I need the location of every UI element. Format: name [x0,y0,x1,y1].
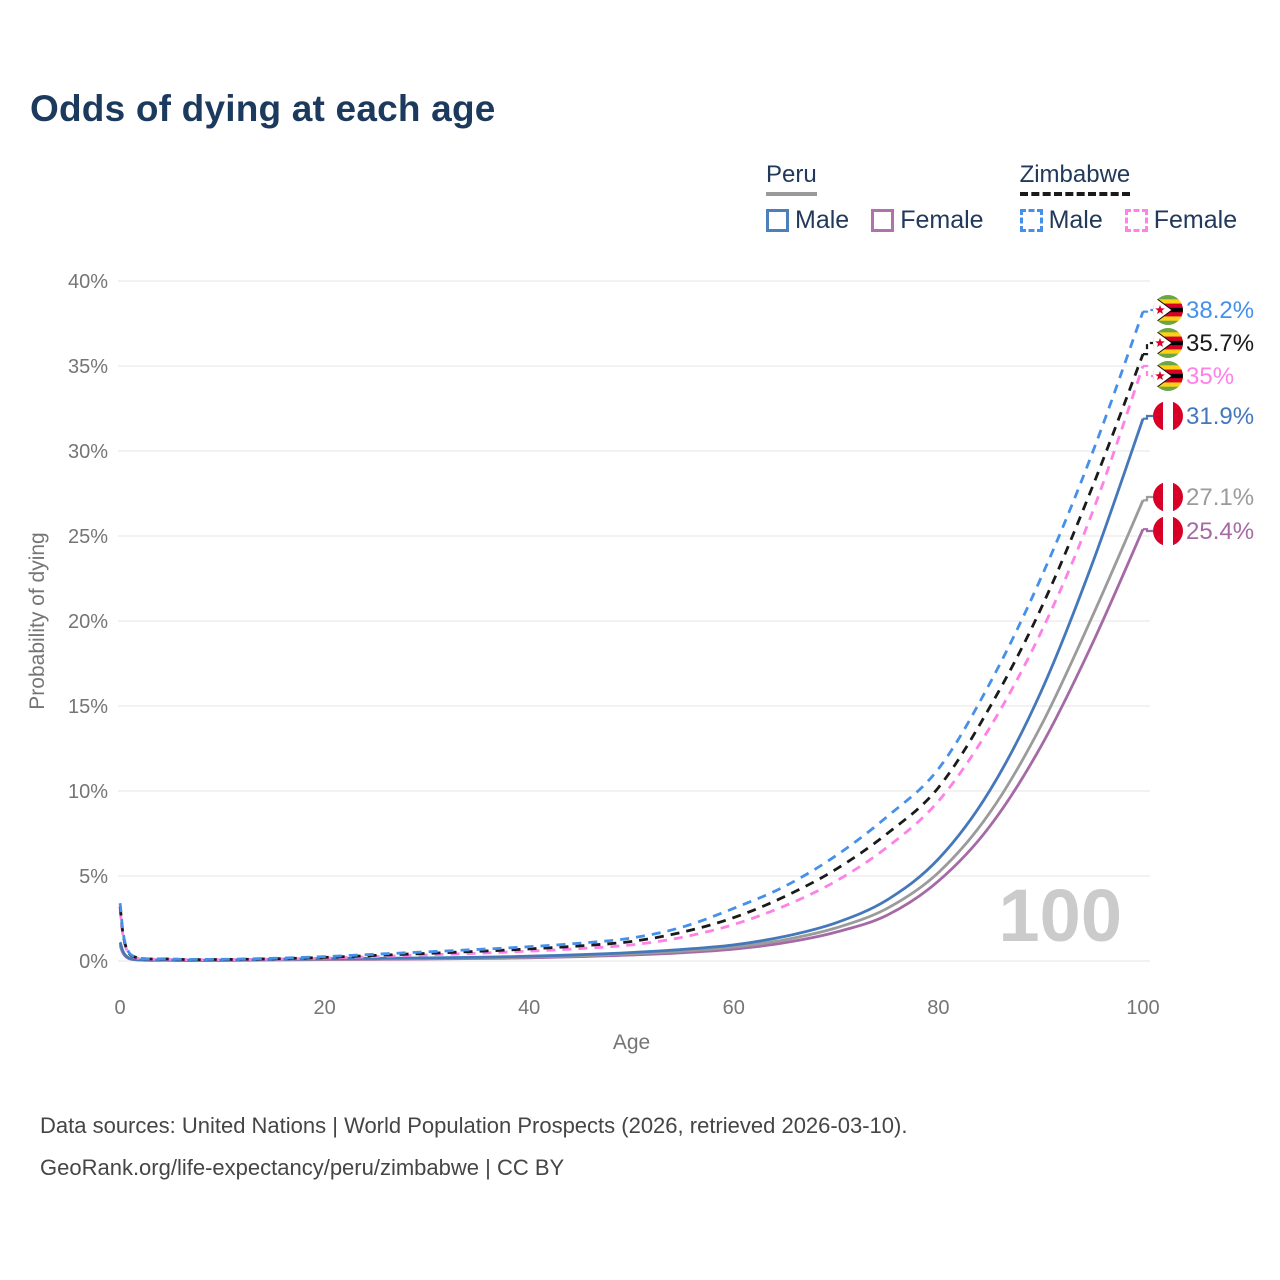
x-tick-label: 100 [1126,997,1159,1019]
x-tick-label: 40 [518,997,540,1019]
y-tick-label: 0% [79,951,108,973]
y-tick-label: 35% [68,356,108,378]
label-leader-line [1143,364,1153,378]
label-leader-line [1143,308,1153,313]
legend-group-zimbabwe: Zimbabwe Male Female [1019,161,1238,235]
y-tick-label: 30% [68,441,108,463]
watermark-age: 100 [999,874,1122,957]
x-tick-label: 0 [114,997,125,1019]
end-value-label-peru-female: 25.4% [1186,518,1254,545]
label-leader-line [1143,414,1153,420]
peru-flag-icon [1153,516,1183,546]
series-line-peru-male[interactable] [118,418,1145,962]
end-value-label-zimbabwe-male: 38.2% [1186,297,1254,324]
end-value-label-zimbabwe-both: 35.7% [1186,330,1254,357]
page-title: Odds of dying at each age [30,88,496,129]
x-axis-title: Age [613,1031,650,1054]
peru-male-swatch-icon [766,209,789,232]
peru-female-swatch-icon [871,209,895,232]
legend-item-zimbabwe-male[interactable]: Male [1019,206,1103,235]
y-tick-label: 20% [68,611,108,633]
zimbabwe-flag-icon [1153,361,1183,391]
attribution-text: GeoRank.org/life-expectancy/peru/zimbabw… [40,1155,565,1180]
legend-item-zimbabwe-female[interactable]: Female [1124,206,1238,235]
data-source-text: Data sources: United Nations | World Pop… [40,1113,908,1138]
y-tick-label: 25% [68,526,108,548]
x-tick-label: 20 [313,997,335,1019]
y-tick-label: 15% [68,696,108,718]
series-line-zimbabwe-female[interactable] [118,365,1145,962]
legend-item-label: Male [795,206,850,234]
label-leader-line [1143,528,1153,533]
legend-item-peru-female[interactable]: Female [871,206,984,235]
peru-flag-icon [1153,482,1183,512]
legend-item-peru-male[interactable]: Male [766,206,849,235]
legend-country-zimbabwe: Zimbabwe [1019,161,1131,196]
x-tick-label: 80 [927,997,949,1019]
legend-item-label: Female [1153,206,1238,234]
label-leader-line [1143,341,1153,356]
zimbabwe-male-swatch-icon [1019,209,1043,232]
y-tick-label: 5% [79,866,108,888]
x-tick-label: 60 [723,997,745,1019]
zimbabwe-flag-icon [1153,328,1183,358]
y-axis-title: Probability of dying [26,532,49,709]
legend-item-label: Female [900,206,984,234]
end-value-label-peru-both: 27.1% [1186,484,1254,511]
end-value-label-peru-male: 31.9% [1186,403,1254,430]
legend-country-peru: Peru [766,161,817,196]
y-tick-label: 40% [68,271,108,293]
peru-flag-icon [1153,401,1183,431]
series-line-zimbabwe-both[interactable] [118,353,1145,961]
series-line-peru-female[interactable] [118,528,1145,962]
legend-group-peru: Peru Male Female [766,161,984,235]
legend-item-label: Male [1048,206,1103,234]
label-leader-line [1143,495,1153,502]
zimbabwe-female-swatch-icon [1124,209,1148,232]
footer: Data sources: United Nations | World Pop… [40,1105,907,1189]
zimbabwe-flag-icon [1153,295,1183,325]
legend: Peru Male Female Zimbabwe Male Female [766,161,1237,235]
series-line-zimbabwe-male[interactable] [118,311,1145,961]
end-value-label-zimbabwe-female: 35% [1186,363,1234,390]
y-tick-label: 10% [68,781,108,803]
